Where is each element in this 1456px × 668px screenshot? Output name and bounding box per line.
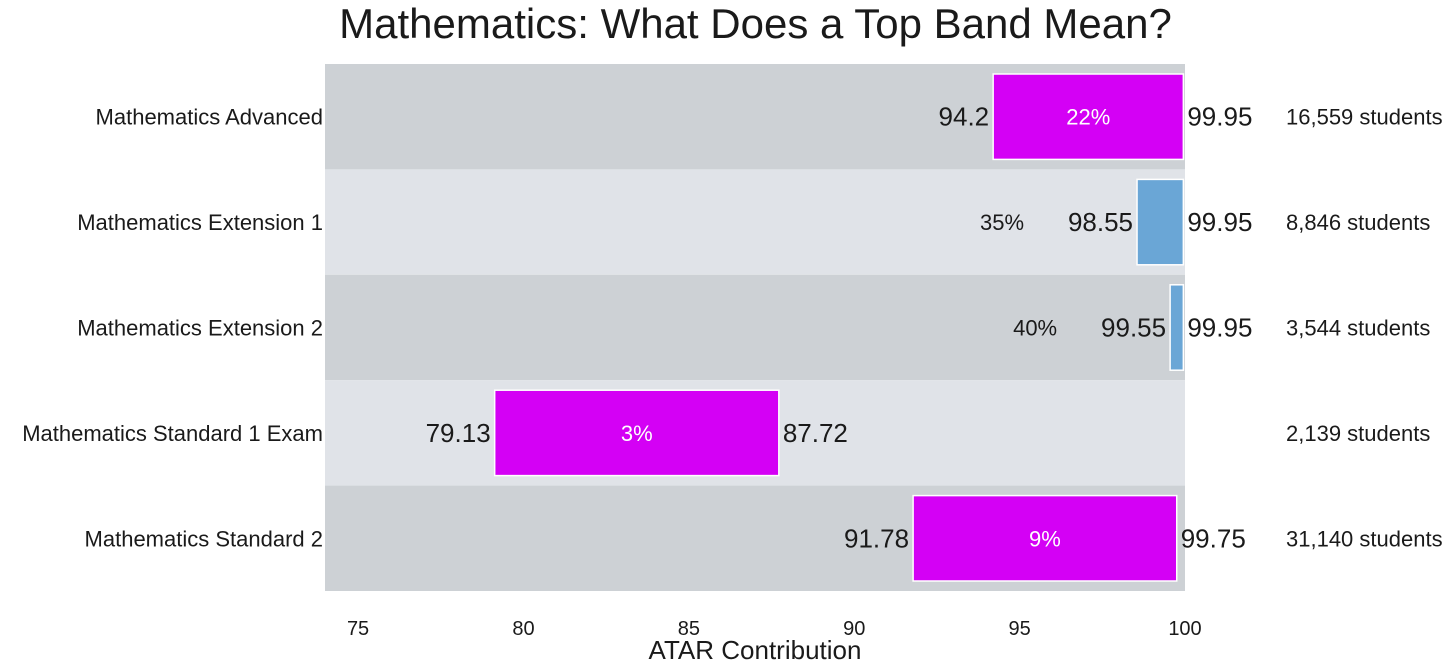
x-axis-label: ATAR Contribution — [649, 635, 862, 665]
data-labels: 94.2 99.95 22% 98.55 99.95 35% 99.55 99.95 40% 79… — [426, 102, 1253, 554]
x-tick-label: 80 — [512, 618, 534, 640]
percent-label: 35% — [980, 210, 1024, 235]
start-value-label: 91.78 — [844, 523, 909, 553]
range-bar — [992, 73, 1185, 161]
start-value-label: 99.55 — [1101, 313, 1166, 343]
x-tick-label: 90 — [843, 618, 865, 640]
students-label: 31,140 students — [1286, 526, 1443, 551]
percent-label: 22% — [1066, 105, 1110, 130]
end-value-label: 99.75 — [1181, 523, 1246, 553]
students-label: 3,544 students — [1286, 316, 1430, 341]
student-count-labels: 16,559 students 8,846 students 3,544 stude… — [1286, 105, 1443, 552]
category-label: Mathematics Extension 1 — [77, 210, 323, 235]
end-value-label: 99.95 — [1187, 207, 1252, 237]
chart-title: Mathematics: What Does a Top Band Mean? — [339, 0, 1172, 47]
row-background — [325, 169, 1185, 275]
percent-label: 3% — [621, 421, 653, 446]
start-value-label: 98.55 — [1068, 207, 1133, 237]
x-tick-label: 85 — [678, 618, 700, 640]
range-bar — [1136, 178, 1185, 266]
x-axis-ticks: 75 80 85 90 95 100 — [347, 618, 1202, 640]
students-label: 16,559 students — [1286, 105, 1443, 130]
range-bar — [1169, 284, 1185, 371]
x-tick-label: 95 — [1008, 618, 1030, 640]
x-tick-label: 75 — [347, 618, 369, 640]
category-label: Mathematics Standard 1 Exam — [22, 421, 323, 446]
students-label: 2,139 students — [1286, 421, 1430, 446]
percent-label: 9% — [1029, 526, 1061, 551]
x-tick-label: 100 — [1168, 618, 1201, 640]
start-value-label: 94.2 — [939, 102, 990, 132]
range-bar — [912, 494, 1178, 582]
category-labels: Mathematics Advanced Mathematics Extensio… — [22, 105, 323, 552]
end-value-label: 99.95 — [1187, 313, 1252, 343]
end-value-label: 87.72 — [783, 418, 848, 448]
start-value-label: 79.13 — [426, 418, 491, 448]
row-background — [325, 274, 1185, 381]
end-value-label: 99.95 — [1187, 102, 1252, 132]
range-bar — [493, 389, 780, 477]
students-label: 8,846 students — [1286, 210, 1430, 235]
category-label: Mathematics Extension 2 — [77, 316, 323, 341]
category-label: Mathematics Advanced — [96, 105, 323, 130]
category-label: Mathematics Standard 2 — [85, 526, 323, 551]
range-bars — [493, 73, 1185, 582]
percent-label: 40% — [1013, 316, 1057, 341]
